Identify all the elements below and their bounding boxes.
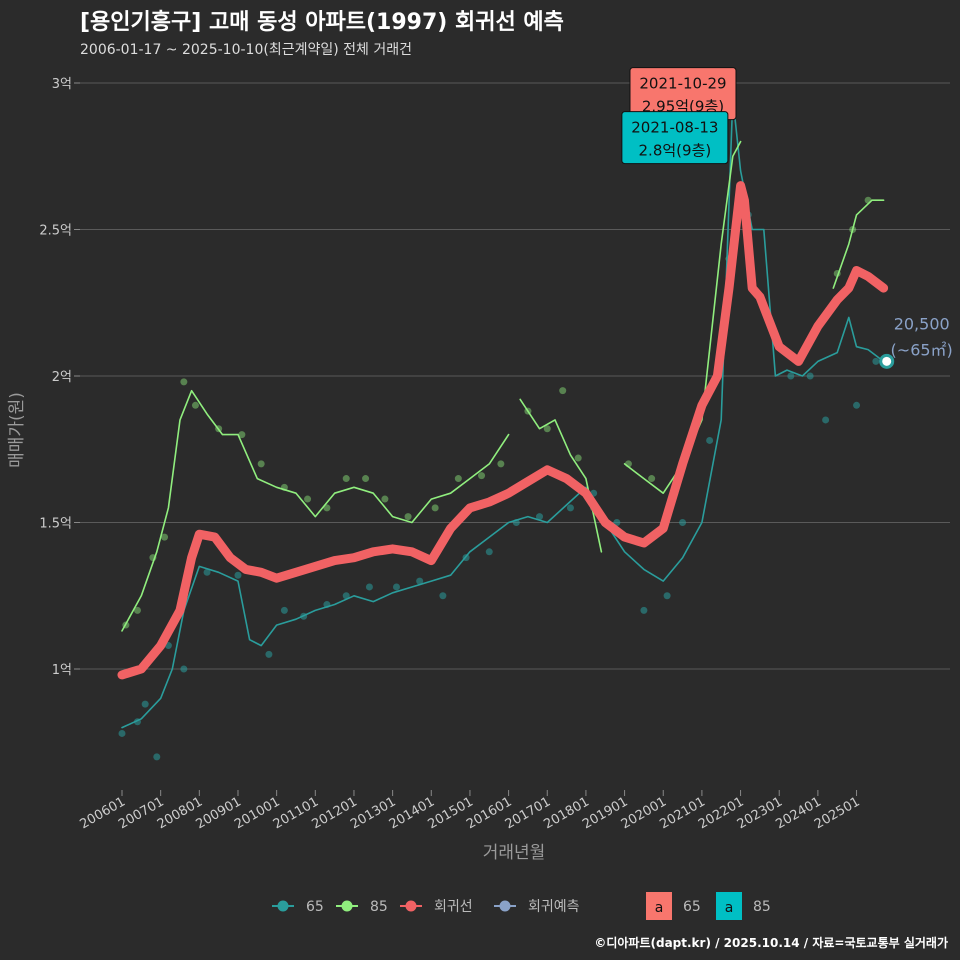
scatter-point-65 xyxy=(280,606,288,614)
y-axis-title: 매매가(원) xyxy=(7,392,27,468)
scatter-point-65 xyxy=(787,372,795,380)
scatter-point-85 xyxy=(648,475,656,483)
scatter-point-65 xyxy=(613,519,621,526)
last-point-dot xyxy=(879,353,895,369)
annotation-date: 2021-10-29 xyxy=(639,75,726,93)
scatter-point-65 xyxy=(234,571,242,579)
y-tick-label: 2억 xyxy=(52,370,72,385)
scatter-point-65 xyxy=(853,401,861,409)
y-gridlines xyxy=(74,82,950,670)
scatter-point-85 xyxy=(864,196,872,204)
series-line-s65 xyxy=(121,96,885,729)
legend-key-dot-regression xyxy=(405,900,417,912)
scatter-point-65 xyxy=(180,665,188,673)
legend-key-dot-s85 xyxy=(341,900,353,912)
scatter-point-65 xyxy=(706,436,714,444)
legend-box-anno65 xyxy=(646,892,672,920)
scatter-point-85 xyxy=(478,472,486,480)
scatter-point-85 xyxy=(497,460,505,468)
y-tick-labels: 1억 1.5억 2억 2.5억 3억 xyxy=(39,77,72,678)
y-tick-label: 2.5억 xyxy=(39,224,72,239)
scatter-point-85 xyxy=(543,425,551,433)
scatter-point-65 xyxy=(265,650,273,658)
series-line-s85d xyxy=(832,199,885,289)
scatter-point-65 xyxy=(679,519,687,526)
scatter-point-85 xyxy=(404,513,412,521)
y-tick-label: 3억 xyxy=(52,77,72,92)
y-tick-label: 1억 xyxy=(52,663,72,678)
scatter-point-85 xyxy=(191,401,199,409)
last-point-area: (~65㎡) xyxy=(891,340,953,359)
scatter-point-85 xyxy=(323,504,331,512)
scatter-point-85 xyxy=(257,460,265,468)
source-caption: ©디아파트(dapt.kr) / 2025.10.14 / 자료=국토교통부 실… xyxy=(594,936,948,950)
scatter-points xyxy=(118,196,880,761)
scatter-point-85 xyxy=(133,606,141,614)
scatter-point-65 xyxy=(118,729,126,737)
scatter-point-65 xyxy=(663,592,671,600)
legend: 65 85 회귀선 회귀예측 a 65 a 85 xyxy=(272,892,771,920)
legend-key-dot-forecast xyxy=(499,900,511,912)
scatter-point-65 xyxy=(806,372,814,380)
legend-key-dot-s65 xyxy=(277,900,289,912)
legend-label-regression: 회귀선 xyxy=(434,899,473,915)
legend-box-glyph: a xyxy=(725,900,734,916)
scatter-point-65 xyxy=(439,592,447,600)
series-lines xyxy=(117,96,889,729)
scatter-point-85 xyxy=(180,378,188,386)
series-line-s85 xyxy=(121,389,510,632)
x-tick-labels: 2006012007012008012009012010012011012012… xyxy=(78,790,863,832)
series-line-regression xyxy=(117,181,889,680)
scatter-point-85 xyxy=(574,454,582,462)
y-tick-label: 1.5억 xyxy=(39,517,72,532)
scatter-point-85 xyxy=(559,387,567,395)
scatter-point-85 xyxy=(342,475,350,483)
scatter-point-85 xyxy=(304,495,312,503)
scatter-point-65 xyxy=(392,583,400,591)
chart-title: [용인기흥구] 고매 동성 아파트(1997) 회귀선 예측 xyxy=(80,10,564,35)
legend-label-forecast: 회귀예측 xyxy=(528,899,580,915)
scatter-point-65 xyxy=(342,592,350,600)
legend-label-s65: 65 xyxy=(306,899,324,915)
scatter-point-65 xyxy=(822,416,830,424)
last-point-marker: 20,500 (~65㎡) xyxy=(879,314,953,369)
legend-box-label-anno85: 85 xyxy=(753,899,771,915)
x-axis-title: 거래년월 xyxy=(483,843,546,863)
legend-label-s85: 85 xyxy=(370,899,388,915)
scatter-point-65 xyxy=(141,700,149,708)
scatter-point-85 xyxy=(381,495,389,503)
legend-box-anno85 xyxy=(716,892,742,920)
legend-box-label-anno65: 65 xyxy=(683,899,701,915)
chart-subtitle: 2006-01-17 ~ 2025-10-10(최근계약일) 전체 거래건 xyxy=(80,42,412,58)
scatter-point-85 xyxy=(362,475,370,483)
scatter-point-65 xyxy=(485,548,493,556)
annotations: 2021-10-292.95억(9층)2021-08-132.8억(9층) xyxy=(621,67,737,165)
scatter-point-85 xyxy=(161,533,169,541)
scatter-point-85 xyxy=(238,431,246,439)
scatter-point-65 xyxy=(640,606,648,614)
scatter-point-65 xyxy=(566,504,574,512)
scatter-point-85 xyxy=(431,504,439,512)
legend-box-glyph: a xyxy=(655,900,664,916)
scatter-point-65 xyxy=(203,568,211,576)
annotation-price: 2.8억(9층) xyxy=(639,142,712,160)
last-point-price: 20,500 xyxy=(894,314,950,333)
scatter-point-65 xyxy=(416,577,424,585)
scatter-point-85 xyxy=(454,475,462,483)
scatter-point-65 xyxy=(365,583,373,591)
annotation-date: 2021-08-13 xyxy=(631,119,718,137)
scatter-point-65 xyxy=(536,513,544,521)
scatter-point-65 xyxy=(872,357,880,365)
scatter-point-65 xyxy=(153,753,161,761)
annotation-box-anno85 xyxy=(621,111,729,165)
